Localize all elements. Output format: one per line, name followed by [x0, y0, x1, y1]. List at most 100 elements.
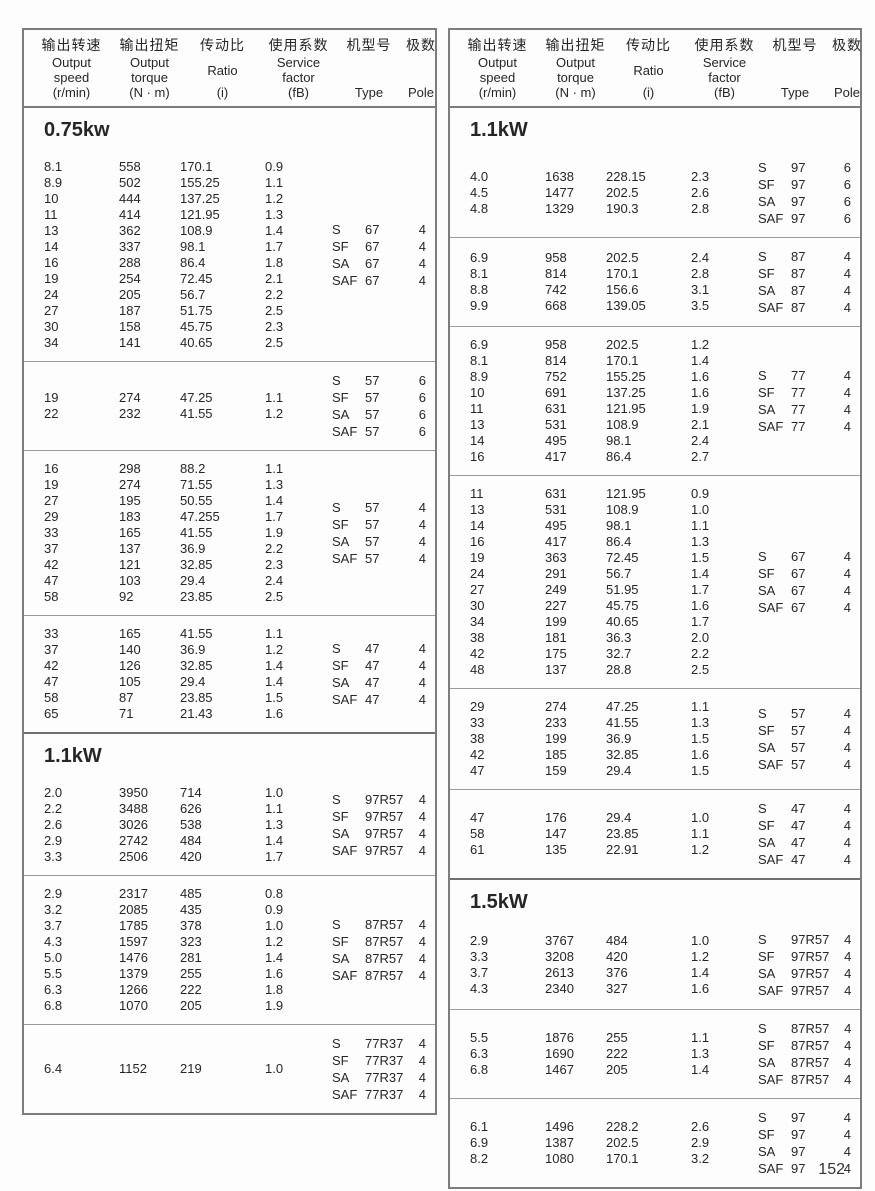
cell-ratio: 121.95 [606, 401, 646, 416]
pole-value: 4 [844, 1021, 852, 1036]
type-prefix: SF [332, 934, 349, 949]
cell-speed: 6.3 [470, 1046, 489, 1061]
type-model: 57 [365, 424, 380, 439]
cell-service: 1.2 [265, 191, 284, 206]
data-block: 2.0 3950 714 1.0 2.2 3488 626 1.1 2.6 3026 538 1.3 2… [24, 775, 435, 875]
data-block: 29 274 47.25 1.1 33 233 41.55 1.3 38 199 36.9 1.5 42… [450, 688, 860, 789]
type-prefix: SAF [332, 1087, 358, 1102]
table-row: 16 288 86.4 1.8 [24, 255, 332, 271]
pole-value: 4 [843, 368, 851, 383]
cell-torque: 1080 [545, 1151, 574, 1166]
cell-torque: 103 [119, 573, 141, 588]
type-row: SF 97 6 [758, 176, 860, 193]
cell-ratio: 205 [606, 1062, 628, 1077]
cell-speed: 5.0 [44, 950, 63, 965]
cell-service: 1.1 [265, 801, 284, 816]
type-prefix: SAF [332, 273, 358, 288]
type-row: SAF 57 6 [332, 423, 435, 440]
type-row: SAF 67 4 [332, 272, 435, 289]
pole-value: 6 [843, 194, 851, 209]
table-row: 8.1 814 170.1 2.8 [450, 266, 758, 282]
table-row: 13 531 108.9 1.0 [450, 502, 758, 518]
cell-service: 2.7 [691, 449, 710, 464]
cell-torque: 752 [545, 369, 567, 384]
pole-value: 6 [418, 424, 426, 439]
cell-service: 1.4 [265, 223, 284, 238]
type-row: SF 97R57 4 [758, 948, 860, 965]
pole-value: 4 [843, 835, 851, 850]
power-section: 1.1kW 2.0 3950 714 1.0 2.2 3488 626 1.1 2.6 3026 53… [24, 732, 435, 1113]
cell-speed: 2.2 [44, 801, 63, 816]
cell-speed: 11 [44, 207, 58, 222]
cell-service: 3.5 [691, 298, 710, 313]
cell-torque: 531 [545, 417, 567, 432]
cell-speed: 3.3 [44, 849, 63, 864]
cell-torque: 814 [545, 266, 567, 281]
power-section: 1.1kW 4.0 1638 228.15 2.3 4.5 1477 202.5 2.6 4.8 1… [450, 108, 860, 878]
type-row: SA 67 4 [332, 255, 435, 272]
cell-torque: 288 [119, 255, 141, 270]
cell-service: 1.5 [265, 690, 284, 705]
cell-service: 1.7 [265, 849, 284, 864]
header-label-zh: 极数 [406, 37, 436, 53]
type-row: S 67 4 [758, 548, 860, 565]
table-row: 16 298 88.2 1.1 [24, 461, 332, 477]
type-row: S 97 4 [758, 1109, 860, 1126]
table-header: 输出转速 Output speed (r/min) 输出扭矩 Output torque… [450, 30, 861, 108]
type-prefix: S [758, 801, 767, 816]
cell-service: 1.4 [265, 950, 284, 965]
cell-speed: 19 [44, 477, 59, 492]
type-model: 57 [365, 551, 380, 566]
cell-ratio: 28.8 [606, 662, 632, 677]
cell-speed: 8.9 [44, 175, 63, 190]
pole-value: 4 [843, 818, 851, 833]
cell-speed: 27 [44, 303, 59, 318]
type-model: 97R57 [365, 826, 404, 841]
type-model: 97R57 [365, 809, 404, 824]
pole-value: 4 [843, 266, 851, 281]
pole-value: 4 [843, 385, 851, 400]
cell-ratio: 23.85 [180, 589, 213, 604]
type-model: 47 [365, 692, 380, 707]
type-model: 87R57 [365, 968, 404, 983]
type-row: SF 87 4 [758, 265, 860, 282]
pole-value: 4 [844, 983, 852, 998]
cell-torque: 2085 [119, 902, 148, 917]
cell-ratio: 36.9 [180, 541, 206, 556]
cell-service: 1.3 [265, 817, 284, 832]
type-row: SAF 97R57 4 [758, 982, 860, 999]
pole-value: 6 [843, 177, 851, 192]
cell-service: 2.6 [691, 185, 710, 200]
type-row: S 97R57 4 [758, 931, 860, 948]
type-model: 97 [791, 211, 806, 226]
cell-speed: 2.6 [44, 817, 63, 832]
cell-torque: 3208 [545, 949, 574, 964]
header-label-zh: 输出扭矩 [545, 37, 606, 53]
pole-value: 4 [843, 419, 851, 434]
cell-speed: 65 [44, 706, 59, 721]
header-col-torque: 输出扭矩 Output torque (N · m) [545, 35, 606, 100]
cell-torque: 175 [545, 646, 567, 661]
type-prefix: S [332, 641, 341, 656]
cell-speed: 48 [470, 662, 485, 677]
type-list: S 47 4 SF 47 4 SA 47 4 SAF 47 4 [332, 640, 435, 708]
cell-torque: 1785 [119, 918, 148, 933]
cell-ratio: 228.15 [606, 169, 646, 184]
cell-service: 2.3 [691, 169, 710, 184]
cell-torque: 814 [545, 353, 567, 368]
cell-torque: 2506 [119, 849, 148, 864]
page-number: 152 [818, 1161, 845, 1178]
type-model: 67 [791, 583, 806, 598]
value-rows: 6.4 1152 219 1.0 [24, 1061, 332, 1077]
pole-value: 4 [418, 1087, 426, 1102]
cell-ratio: 72.45 [606, 550, 639, 565]
table-row: 16 417 86.4 2.7 [450, 449, 758, 465]
cell-service: 1.4 [265, 674, 284, 689]
type-prefix: SAF [758, 419, 784, 434]
cell-speed: 16 [470, 449, 485, 464]
cell-service: 2.3 [265, 557, 284, 572]
cell-ratio: 72.45 [180, 271, 213, 286]
type-row: SAF 97R57 4 [332, 842, 435, 859]
pole-value: 4 [418, 1070, 426, 1085]
value-rows: 2.9 2317 485 0.8 3.2 2085 435 0.9 3.7 1785 378 1.0 4… [24, 886, 332, 1014]
